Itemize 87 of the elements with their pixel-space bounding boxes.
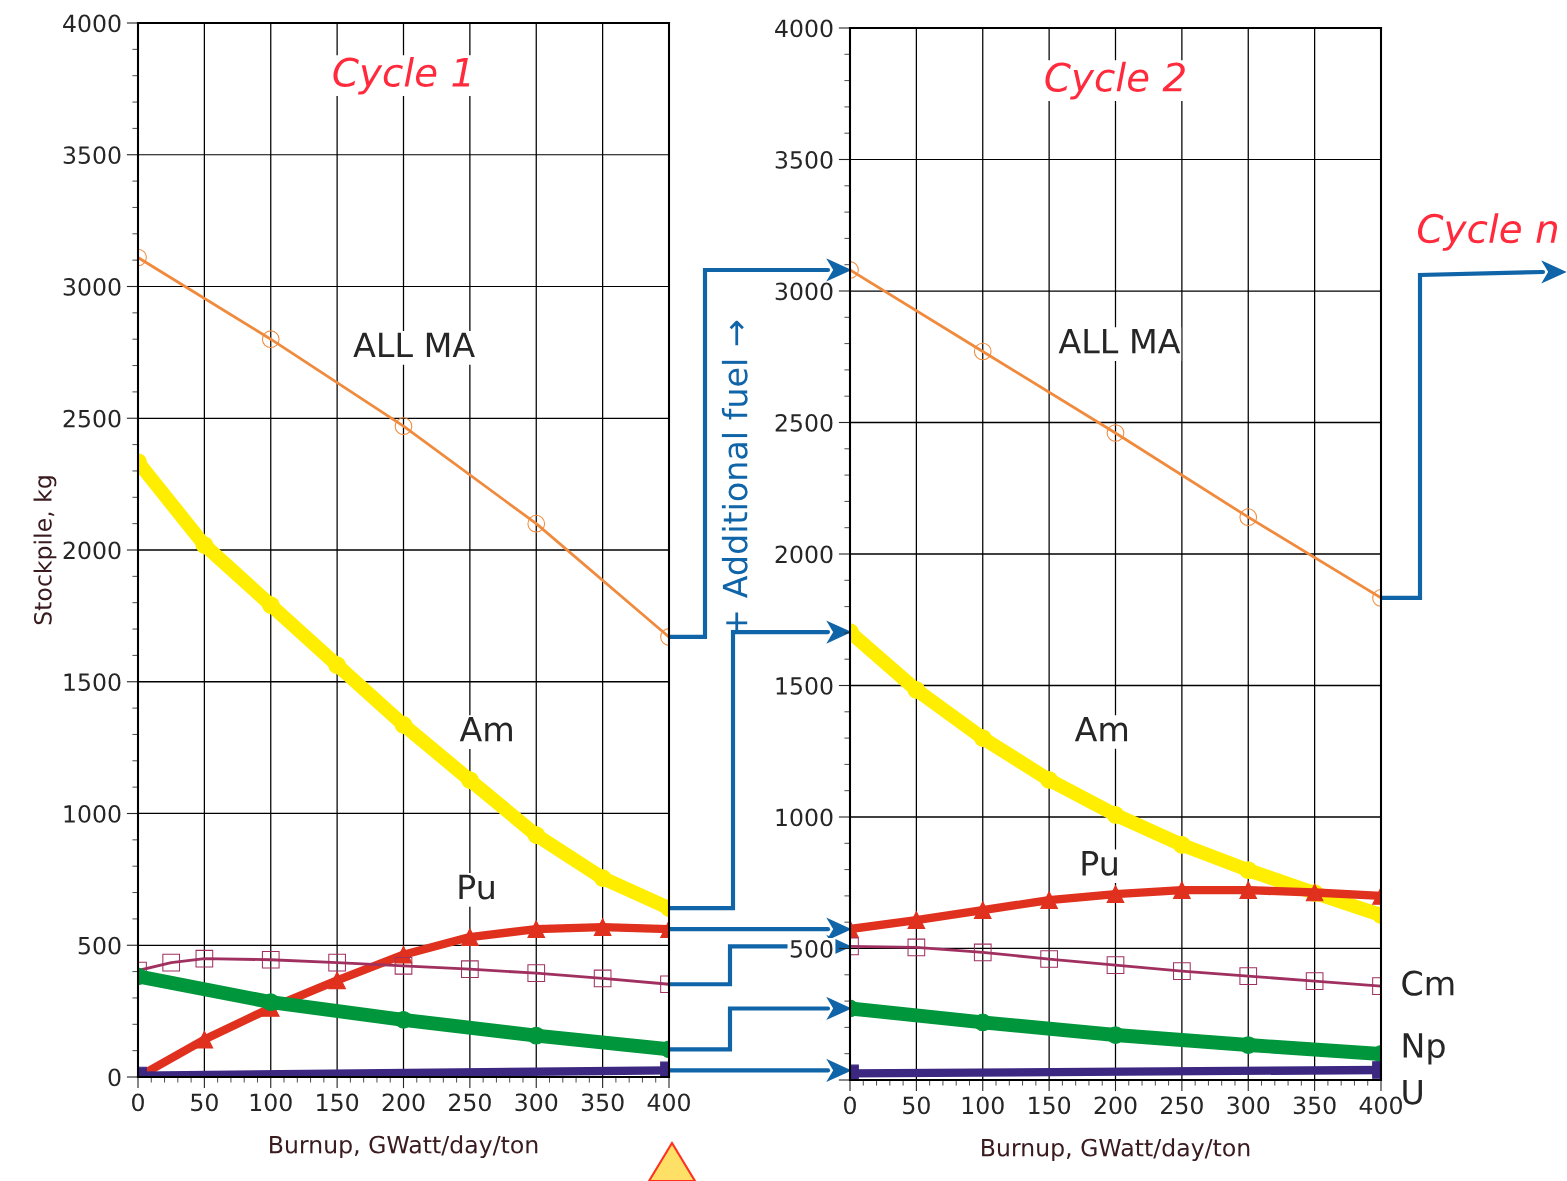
point [195,536,214,554]
x-tick-label: 400 [647,1093,690,1112]
point [1239,967,1258,985]
x-axis-title: Burnup, GWatt/day/ton [270,1135,538,1159]
x-tick-label: 300 [1227,1096,1270,1115]
y-tick-label: 2000 [63,541,121,560]
point [195,1030,214,1049]
x-tick-label: 250 [1161,1096,1203,1115]
point [527,826,546,844]
text: Cycle 1 [333,56,470,95]
point [461,771,479,789]
point [593,869,612,887]
y-tick-label: 3000 [775,282,833,301]
y-tick-label: 1000 [64,804,121,823]
point [1239,861,1258,879]
point [394,417,413,436]
y-axis-title: Stockpile, kg [33,476,57,625]
series-label: U [1403,1079,1422,1105]
point [593,918,612,936]
x-tick-label: 0 [844,1096,856,1115]
text: Cycle 2 [1045,61,1185,100]
point [328,971,346,990]
point [195,949,214,968]
point [1173,962,1191,980]
point [1040,950,1058,968]
series-label: Pu [1082,851,1117,876]
point [1106,956,1125,974]
x-tick-label: 100 [250,1093,292,1112]
x-tick-label: 0 [132,1093,144,1112]
series-label: Np [1403,1033,1445,1065]
x-tick-label: 100 [962,1096,1004,1115]
x-tick-label: 200 [382,1093,425,1112]
series-label: Cm [1402,970,1454,996]
x-tick-label: 50 [191,1093,218,1112]
point [461,960,479,979]
y-tick-label: 3500 [775,150,833,169]
point [1106,806,1125,824]
y-tick-label: 1000 [776,808,833,827]
point [261,330,280,349]
y-tick-label: 1500 [64,673,121,692]
series-label: ALL MA [353,332,475,358]
y-tick-label: 4000 [63,14,121,33]
point [593,969,612,988]
point [527,964,546,983]
x-axis-title: Burnup, GWatt/day/ton [982,1138,1250,1162]
y-tick-label: 2500 [775,413,833,432]
y-tick-label: 3500 [63,146,121,165]
point [394,945,413,964]
y-tick-label: 1500 [776,676,833,695]
point [1305,972,1324,990]
point [261,950,280,969]
y-tick-label: 3000 [63,277,121,296]
point [394,716,413,734]
x-tick-label: 400 [1359,1096,1402,1115]
point [162,953,181,972]
y-tick-label: 0 [108,1068,121,1087]
point [1040,891,1058,909]
point [1173,836,1191,854]
point [527,514,546,533]
x-tick-label: 300 [515,1093,558,1112]
point [328,656,346,674]
series-label: ALL MA [1058,329,1181,354]
x-tick-label: 250 [449,1093,491,1112]
point [1239,881,1258,899]
text: Cycle n [1417,213,1557,251]
point [1106,885,1125,903]
y-tick-label: 2000 [775,545,833,564]
x-tick-label: 50 [903,1096,930,1115]
series-label: Pu [459,874,494,900]
x-tick-label: 350 [1293,1096,1336,1115]
x-tick-label: 150 [317,1093,359,1112]
point [527,920,546,939]
point [1040,771,1058,789]
y-tick-label: 500 [78,936,121,955]
point [261,596,280,614]
point [394,956,413,975]
y-tick-label: 500 [790,939,833,958]
point [328,953,346,972]
x-tick-label: 350 [581,1093,624,1112]
y-tick-label: 4000 [775,19,833,38]
point [461,928,479,946]
series-label: Am [459,716,512,742]
y-tick-label: 2500 [63,409,121,428]
series-label: Am [1074,716,1128,742]
x-tick-label: 200 [1094,1096,1137,1115]
x-tick-label: 150 [1029,1096,1071,1115]
point [1173,881,1191,899]
